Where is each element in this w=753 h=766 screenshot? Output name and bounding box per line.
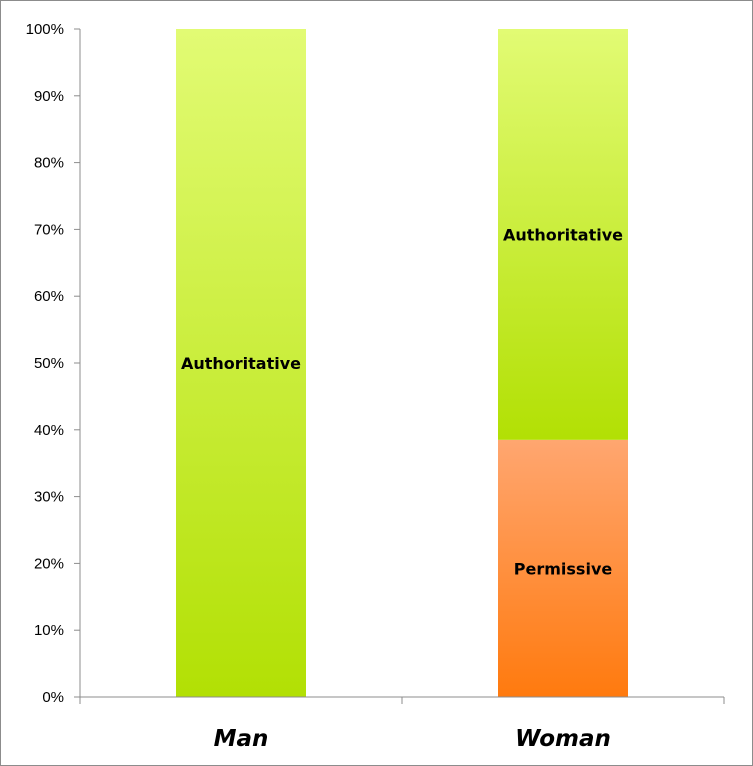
segment-label: Permissive [514, 559, 613, 578]
segment-label: Authoritative [503, 225, 623, 244]
y-tick-label: 100% [26, 21, 64, 38]
y-tick-label: 80% [34, 155, 64, 172]
x-category-label: Woman [515, 726, 611, 752]
x-category-label: Man [214, 726, 269, 752]
y-tick-label: 30% [34, 489, 64, 506]
bar-segment-man-authoritative [176, 29, 306, 697]
y-tick-label: 0% [42, 689, 64, 706]
y-tick-label: 50% [34, 355, 64, 372]
y-tick-label: 60% [34, 288, 64, 305]
bars-layer [176, 29, 628, 697]
axis-layer: 0% 10% 20% 30% 40% 50% 60% 70% 80% 90% 100% [26, 21, 725, 706]
y-tick-label: 10% [34, 622, 64, 639]
bar-segment-woman-permissive [498, 439, 628, 697]
labels-layer: Authoritative Man Permissive Authoritative W… [181, 225, 623, 752]
y-tick-label: 20% [34, 555, 64, 572]
y-tick-label: 70% [34, 221, 64, 238]
bar-segment-woman-authoritative [498, 29, 628, 440]
y-tick-label: 90% [34, 88, 64, 105]
segment-label: Authoritative [181, 354, 301, 373]
y-tick-label: 40% [34, 422, 64, 439]
